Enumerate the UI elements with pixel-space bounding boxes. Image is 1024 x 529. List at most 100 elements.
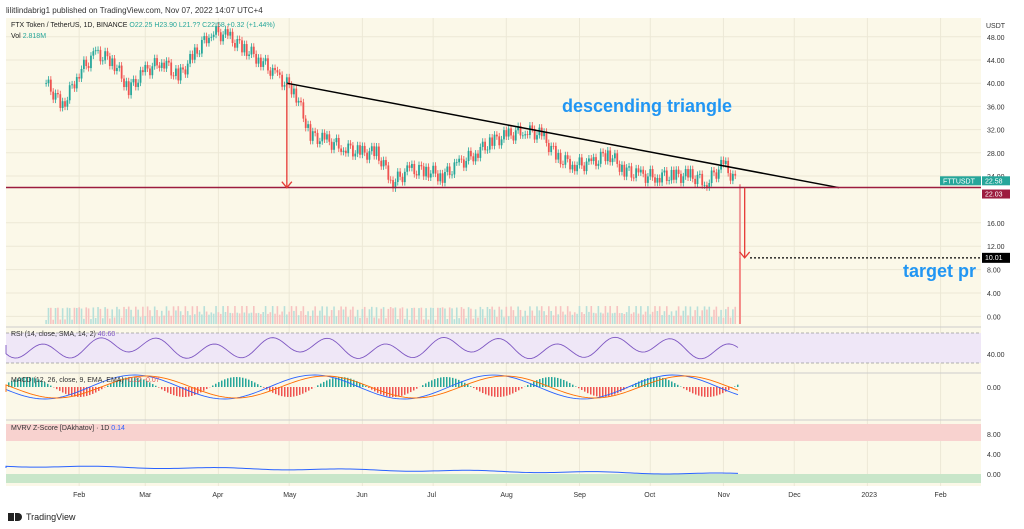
volume-bar <box>481 309 484 324</box>
macd-histogram-bar <box>161 387 163 390</box>
volume-bar <box>135 306 137 324</box>
candle-body <box>663 170 666 173</box>
macd-histogram-bar <box>23 377 25 387</box>
macd-histogram-bar <box>47 383 49 387</box>
candle-body <box>347 143 350 154</box>
candle-body <box>672 169 675 180</box>
volume-bar <box>394 307 397 324</box>
candle-body <box>687 169 689 178</box>
volume-bar <box>92 307 95 324</box>
volume-bar <box>498 306 501 324</box>
x-tick-label: Oct <box>644 492 655 499</box>
macd-histogram-bar <box>269 387 271 392</box>
macd-histogram-bar <box>362 384 364 387</box>
macd-histogram-bar <box>563 379 565 387</box>
volume-bar <box>238 313 241 324</box>
mvrv-value: 0.14 <box>111 425 125 432</box>
macd-histogram-bar <box>236 377 238 387</box>
candle-body <box>656 177 659 183</box>
candle-body <box>429 173 432 178</box>
volume-bar <box>451 308 453 324</box>
volume-bar <box>564 314 567 324</box>
volume-bar <box>415 319 418 324</box>
candle-body <box>302 102 305 119</box>
volume-bar <box>682 310 685 324</box>
candle-body <box>293 88 295 95</box>
candle-body <box>281 74 284 87</box>
candle-body <box>288 77 291 85</box>
macd-histogram-bar <box>122 378 124 387</box>
volume-bars <box>45 250 741 324</box>
candle-body <box>385 160 387 166</box>
macd-histogram-bar <box>200 387 202 393</box>
candle-body <box>724 160 727 165</box>
volume-bar <box>337 310 340 324</box>
macd-histogram-bar <box>344 377 346 387</box>
volume-bar <box>80 308 83 324</box>
candle-body <box>588 158 590 162</box>
macd-histogram-bar <box>320 383 322 387</box>
candle-body <box>387 165 390 180</box>
macd-histogram-bar <box>482 387 484 394</box>
macd-histogram-bar <box>620 387 622 392</box>
candle-body <box>590 158 593 162</box>
macd-histogram-bar <box>86 387 88 397</box>
macd-histogram-bar <box>128 377 130 387</box>
volume-bar <box>323 315 326 324</box>
macd-histogram-bar <box>677 384 679 387</box>
volume-bar <box>241 306 243 324</box>
y-tick-label: 40.00 <box>987 81 1005 88</box>
macd-histogram-bar <box>428 381 430 387</box>
candle-body <box>462 159 465 168</box>
macd-histogram-bar <box>182 387 184 397</box>
candle-body <box>639 169 642 173</box>
macd-histogram-bar <box>323 381 325 387</box>
candle-body <box>85 59 88 67</box>
candle-body <box>212 34 215 37</box>
macd-histogram-bar <box>533 381 535 387</box>
candle-body <box>87 66 90 69</box>
candle-body <box>545 131 548 144</box>
volume-bar <box>552 315 555 324</box>
candle-body <box>557 152 560 160</box>
candle-body <box>606 150 609 162</box>
candle-body <box>92 51 95 56</box>
macd-histogram-bar <box>191 387 193 396</box>
rsi-axis-label: 40.00 <box>987 352 1005 359</box>
candle-body <box>139 70 142 83</box>
volume-bar <box>484 317 486 324</box>
footer[interactable]: TradingView <box>8 512 76 522</box>
candle-body <box>552 145 555 147</box>
volume-bar <box>137 309 139 324</box>
y-tick-label: 4.00 <box>987 291 1001 298</box>
candle-body <box>234 42 236 48</box>
candle-body <box>238 39 241 41</box>
volume-bar <box>352 306 354 324</box>
candle-body <box>564 155 567 165</box>
candle-body <box>245 44 248 57</box>
ohlc-values: O22.25 H23.90 L21.?? C22.58 +0.32 (+1.44… <box>129 22 275 29</box>
volume-bar <box>168 310 170 324</box>
candle-body <box>493 134 496 146</box>
macd-histogram-bar <box>8 382 10 387</box>
volume-bar <box>111 309 113 324</box>
volume-bar <box>340 306 342 324</box>
symbol-title: FTX Token / TetherUS, 1D, BINANCE <box>11 22 128 29</box>
volume-bar <box>116 306 118 324</box>
volume-bar <box>472 318 475 324</box>
candle-body <box>219 32 222 42</box>
macd-histogram-bar <box>662 377 664 387</box>
candle-body <box>311 131 314 141</box>
candle-body <box>649 169 652 177</box>
macd-histogram-bar <box>218 382 220 387</box>
volume-bar <box>604 306 607 324</box>
macd-histogram-bar <box>38 379 40 387</box>
published-header: lilitlindabrig1 published on TradingView… <box>6 6 263 15</box>
x-tick-label: Apr <box>212 492 224 499</box>
volume-bar <box>545 315 548 324</box>
volume-bar <box>333 306 335 324</box>
macd-histogram-bar <box>407 387 409 394</box>
volume-bar <box>326 306 328 324</box>
candle-body <box>290 84 293 95</box>
